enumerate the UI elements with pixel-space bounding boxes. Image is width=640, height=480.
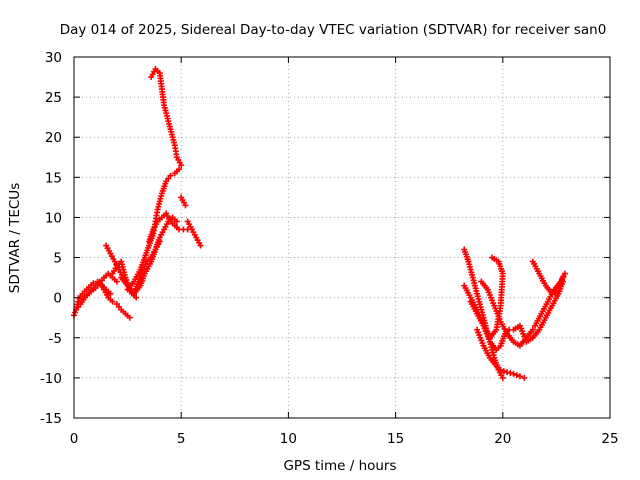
data-point <box>176 166 183 173</box>
y-tick-label: 5 <box>53 251 62 267</box>
data-point <box>504 369 511 376</box>
data-point <box>510 370 517 377</box>
data-point <box>521 374 528 381</box>
data-point <box>133 294 140 301</box>
chart-title: Day 014 of 2025, Sidereal Day-to-day VTE… <box>60 22 607 38</box>
data-point-fill <box>500 368 507 375</box>
grid-lines <box>74 57 610 418</box>
data-point <box>529 326 536 333</box>
y-tick-label: 25 <box>45 90 62 106</box>
y-tick-label: 10 <box>45 210 62 226</box>
x-tick-label: 25 <box>601 431 618 447</box>
x-tick-label: 5 <box>177 431 186 447</box>
y-tick-label: 20 <box>45 130 62 146</box>
data-point <box>516 373 523 380</box>
data-point <box>197 242 204 249</box>
data-point-fill <box>507 370 514 377</box>
data-point <box>109 298 116 305</box>
data-point <box>182 202 189 209</box>
x-tick-label: 0 <box>70 431 79 447</box>
data-point <box>561 270 568 277</box>
y-tick-label: 0 <box>53 291 62 307</box>
y-tick-label: 30 <box>45 50 62 66</box>
data-point <box>126 314 133 321</box>
data-point <box>489 254 496 261</box>
data-point <box>497 366 504 373</box>
y-tick-label: 15 <box>45 170 62 186</box>
data-point-fill <box>72 309 79 316</box>
x-tick-label: 20 <box>494 431 511 447</box>
y-axis-label: SDTVAR / TECUs <box>7 183 23 293</box>
data-points <box>71 66 568 381</box>
data-point <box>499 374 506 381</box>
y-tick-label: -10 <box>40 371 62 387</box>
y-axis-ticks: -15 -10 -5 0 5 10 15 20 25 30 <box>40 50 610 427</box>
x-axis-ticks: 0 5 10 15 20 25 <box>70 57 619 447</box>
plot-frame <box>73 56 611 419</box>
x-axis-label: GPS time / hours <box>283 458 396 474</box>
data-point <box>178 162 185 169</box>
data-point <box>173 218 180 225</box>
x-tick-label: 15 <box>387 431 404 447</box>
data-point-fill <box>513 372 520 379</box>
data-point <box>107 290 114 297</box>
x-tick-label: 10 <box>280 431 297 447</box>
data-point <box>75 298 82 305</box>
y-tick-label: -15 <box>40 411 62 427</box>
data-point <box>113 278 120 285</box>
data-point <box>167 172 174 179</box>
y-tick-label: -5 <box>49 331 62 347</box>
